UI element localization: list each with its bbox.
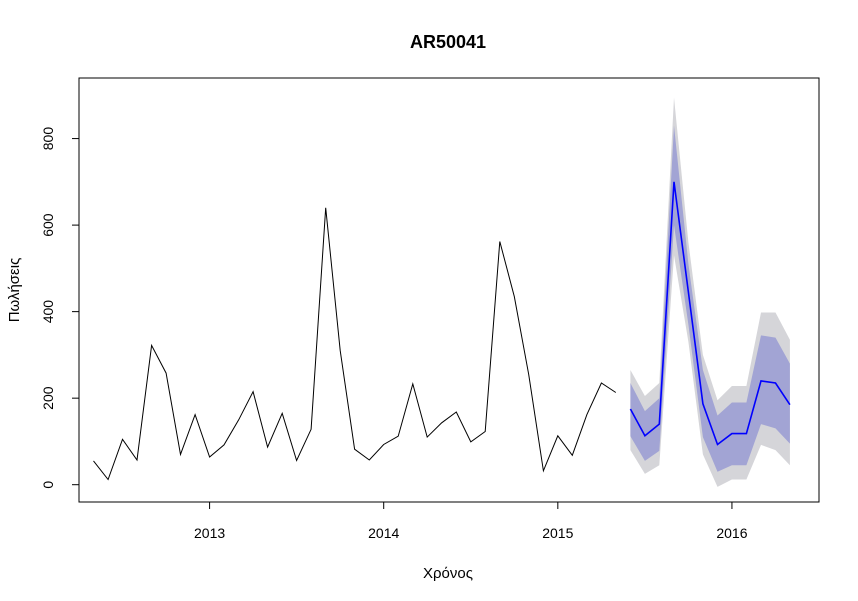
y-axis-label: Πωλήσεις	[6, 258, 23, 323]
x-tick-label: 2013	[194, 525, 225, 541]
x-tick-label: 2016	[716, 525, 747, 541]
y-tick-label: 200	[40, 386, 56, 410]
y-tick-label: 400	[40, 300, 56, 324]
x-tick-label: 2014	[368, 525, 399, 541]
chart-title: AR50041	[410, 32, 486, 52]
x-tick-label: 2015	[542, 525, 573, 541]
prediction-band-80	[630, 125, 790, 472]
y-tick-label: 600	[40, 213, 56, 237]
x-axis-label: Χρόνος	[423, 565, 473, 582]
plot-frame	[78, 77, 820, 503]
y-tick-label: 800	[40, 127, 56, 151]
axes: 2013 2014 2015 2016 0 200 400 600 800	[40, 127, 748, 541]
history-series-line	[93, 207, 617, 481]
y-tick-label: 0	[40, 481, 56, 489]
forecast-series-line	[629, 181, 791, 446]
forecast-bands	[630, 97, 790, 487]
series-lines	[93, 181, 791, 481]
